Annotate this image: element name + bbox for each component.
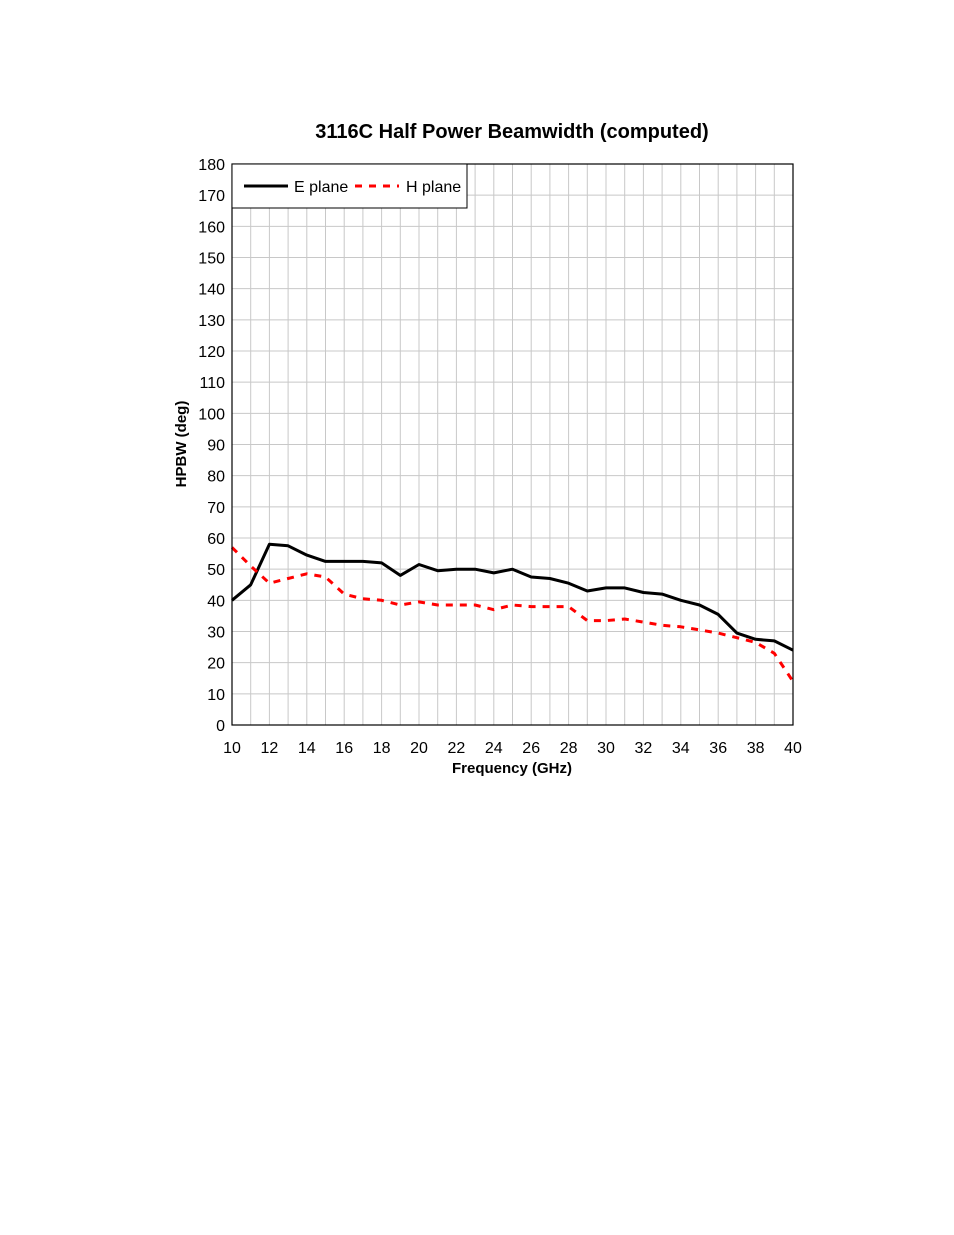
y-tick-label: 180 (198, 157, 225, 174)
x-tick-label: 10 (223, 740, 241, 757)
y-tick-label: 140 (198, 282, 225, 299)
y-tick-label: 20 (207, 656, 225, 673)
x-tick-label: 38 (747, 740, 765, 757)
y-tick-label: 70 (207, 500, 225, 517)
x-tick-label: 26 (522, 740, 540, 757)
y-tick-label: 0 (216, 718, 225, 735)
y-tick-label: 100 (198, 406, 225, 423)
y-tick-label: 110 (199, 375, 225, 392)
plot-frame (231, 163, 794, 726)
x-tick-label: 34 (672, 740, 690, 757)
y-tick-label: 10 (207, 687, 225, 704)
x-tick-label: 32 (635, 740, 653, 757)
y-tick-label: 150 (198, 251, 225, 268)
y-tick-label: 90 (207, 438, 225, 455)
y-tick-label: 80 (207, 469, 225, 486)
legend-label: E plane (294, 179, 348, 196)
data-series (230, 542, 795, 683)
x-tick-label: 22 (448, 740, 466, 757)
x-tick-label: 16 (335, 740, 353, 757)
y-tick-label: 160 (198, 219, 225, 236)
y-tick-label: 170 (198, 188, 225, 205)
y-tick-label: 130 (198, 313, 225, 330)
legend-label: H plane (406, 179, 461, 196)
y-tick-label: 30 (207, 625, 225, 642)
chart-title: 3116C Half Power Beamwidth (computed) (315, 121, 708, 143)
x-tick-label: 12 (261, 740, 279, 757)
x-tick-label: 28 (560, 740, 578, 757)
x-tick-label: 24 (485, 740, 503, 757)
y-tick-label: 120 (198, 344, 225, 361)
legend: E plane H plane (231, 163, 468, 209)
x-axis-title: Frequency (GHz) (452, 760, 572, 777)
x-tick-label: 30 (597, 740, 615, 757)
x-tick-label: 36 (709, 740, 727, 757)
x-tick-label: 40 (784, 740, 802, 757)
grid (232, 164, 793, 725)
x-tick-label: 18 (373, 740, 391, 757)
x-tick-label: 20 (410, 740, 428, 757)
y-tick-label: 50 (207, 562, 225, 579)
y-axis-title: HPBW (deg) (173, 401, 190, 488)
y-tick-label: 40 (207, 593, 225, 610)
x-tick-label: 14 (298, 740, 316, 757)
series-line-e-plane (231, 542, 794, 652)
axis-ticks: 10 12 14 16 18 20 22 24 26 28 30 32 34 36 38 40 0 10 20 30 4… (198, 157, 802, 757)
y-tick-label: 60 (207, 531, 225, 548)
